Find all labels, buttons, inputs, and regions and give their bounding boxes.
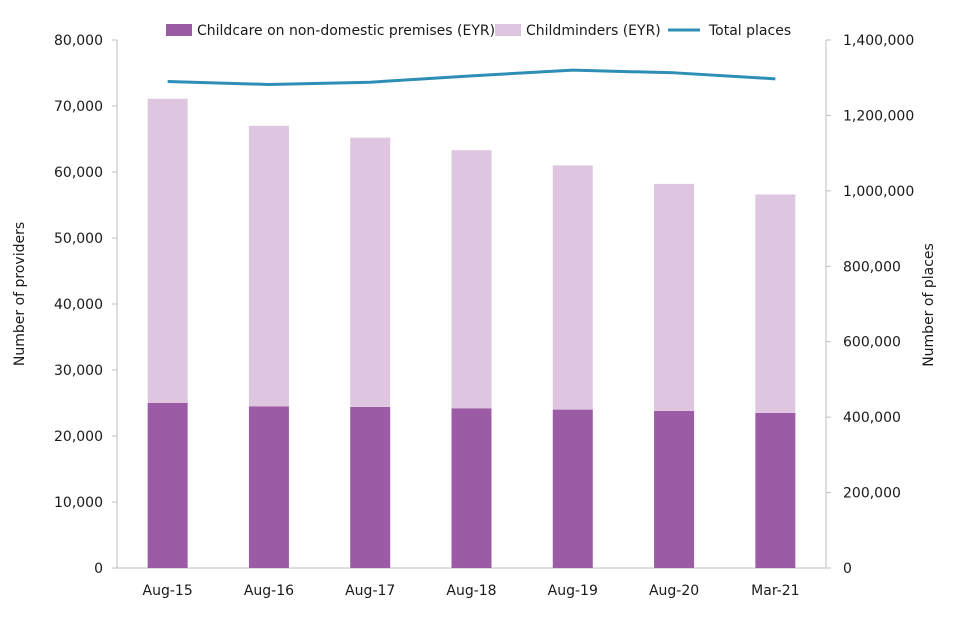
bar-childminders — [451, 150, 492, 409]
x-tick-label: Mar-21 — [751, 583, 799, 599]
left-tick-label: 10,000 — [54, 495, 103, 511]
bar-childminders — [552, 165, 593, 410]
bar-childcare-non-domestic — [755, 412, 796, 568]
right-tick-label: 1,200,000 — [843, 108, 914, 124]
bar-childcare-non-domestic — [248, 406, 289, 568]
legend-swatch-childminders — [495, 24, 521, 36]
left-tick-label: 80,000 — [54, 33, 103, 49]
bar-childcare-non-domestic — [552, 409, 593, 568]
x-tick-label: Aug-19 — [548, 583, 598, 599]
left-tick-label: 0 — [94, 561, 103, 577]
y-axis-title-left: Number of providers — [12, 222, 28, 366]
left-tick-label: 60,000 — [54, 165, 103, 181]
left-tick-label: 50,000 — [54, 231, 103, 247]
right-tick-label: 200,000 — [843, 486, 901, 502]
x-tick-label: Aug-17 — [345, 583, 395, 599]
bar-childminders — [755, 194, 796, 413]
legend: Childcare on non-domestic premises (EYR)… — [166, 23, 791, 39]
right-tick-label: 1,000,000 — [843, 184, 914, 200]
x-tick-label: Aug-16 — [244, 583, 294, 599]
legend-swatch-childcare — [166, 24, 192, 36]
right-tick-label: 400,000 — [843, 410, 901, 426]
left-tick-label: 20,000 — [54, 429, 103, 445]
right-axis-ticks: 0 200,000 400,000 600,000 800,000 1,000,000 1,… — [826, 33, 914, 577]
legend-label-total-places: Total places — [708, 23, 791, 39]
legend-label-childminders: Childminders (EYR) — [526, 23, 661, 39]
right-tick-label: 0 — [843, 561, 852, 577]
bar-childcare-non-domestic — [654, 410, 695, 568]
bar-childcare-non-domestic — [350, 406, 391, 568]
x-tick-label: Aug-15 — [143, 583, 193, 599]
left-tick-label: 30,000 — [54, 363, 103, 379]
right-tick-label: 600,000 — [843, 335, 901, 351]
total-places-line — [167, 68, 776, 87]
x-axis-labels: Aug-15 Aug-16 Aug-17 Aug-18 Aug-19 Aug-20 Mar-… — [143, 583, 800, 599]
bar-childminders — [654, 183, 695, 411]
right-tick-label: 1,400,000 — [843, 33, 914, 49]
left-tick-label: 40,000 — [54, 297, 103, 313]
bar-childminders — [147, 98, 188, 404]
bar-childcare-non-domestic — [147, 403, 188, 568]
y-axis-title-right: Number of places — [921, 243, 937, 367]
x-tick-label: Aug-18 — [446, 583, 496, 599]
total-places-line-layer — [167, 68, 776, 87]
bar-childminders — [248, 125, 289, 407]
right-tick-label: 800,000 — [843, 259, 901, 275]
x-tick-label: Aug-20 — [649, 583, 699, 599]
bars — [147, 98, 796, 568]
legend-label-childcare: Childcare on non-domestic premises (EYR) — [197, 23, 495, 39]
bar-childminders — [350, 137, 391, 407]
bar-childcare-non-domestic — [451, 408, 492, 568]
left-axis-ticks: 0 10,000 20,000 30,000 40,000 50,000 60,000 70,… — [54, 33, 117, 577]
left-tick-label: 70,000 — [54, 99, 103, 115]
